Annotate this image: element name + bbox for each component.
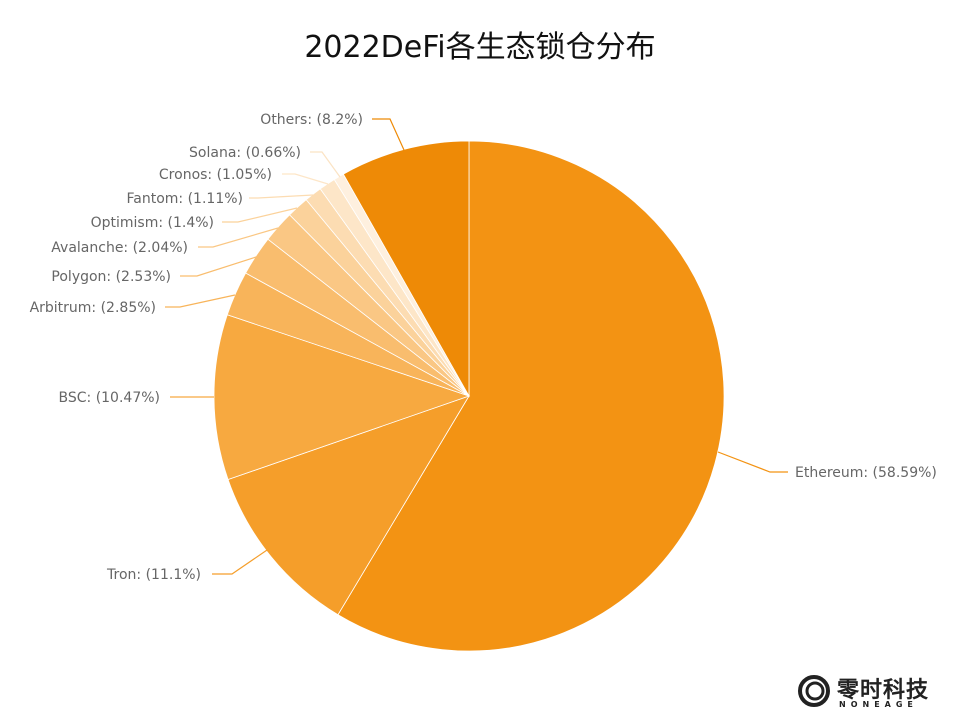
slice-label-fantom: Fantom: (1.11%) — [127, 191, 243, 207]
chart-title: 2022DeFi各生态锁仓分布 — [304, 30, 656, 65]
slice-label-polygon: Polygon: (2.53%) — [51, 269, 171, 285]
leader-line-fantom — [249, 194, 314, 199]
slice-label-arbitrum: Arbitrum: (2.85%) — [30, 300, 156, 316]
logo-text-en: NONEAGE — [839, 700, 918, 709]
leader-line-solana — [310, 151, 341, 178]
leader-line-others — [372, 118, 405, 151]
leader-line-cronos — [282, 173, 329, 185]
slice-label-optimism: Optimism: (1.4%) — [91, 215, 214, 231]
slice-label-tron: Tron: (11.1%) — [106, 567, 201, 583]
slice-label-ethereum: Ethereum: (58.59%) — [795, 465, 937, 481]
slice-label-solana: Solana: (0.66%) — [189, 145, 301, 161]
slice-label-avalanche: Avalanche: (2.04%) — [51, 240, 188, 256]
slice-label-cronos: Cronos: (1.05%) — [159, 167, 272, 183]
leader-line-polygon — [180, 256, 257, 277]
leader-line-arbitrum — [165, 294, 236, 308]
slice-label-bsc: BSC: (10.47%) — [59, 390, 161, 406]
pie-slice-bsc — [213, 314, 471, 481]
leader-line-optimism — [222, 207, 298, 223]
pie-slice-tron — [227, 395, 470, 616]
leader-line-ethereum — [717, 451, 788, 473]
leader-line-tron — [212, 547, 271, 575]
slice-label-others: Others: (8.2%) — [260, 112, 363, 128]
noneage-logo: 零时科技 NONEAGE — [797, 672, 947, 712]
logo-ring-icon — [798, 675, 830, 707]
pie-slice-ethereum — [337, 140, 725, 652]
leader-line-avalanche — [198, 227, 279, 248]
logo-text-cn: 零时科技 — [837, 678, 930, 703]
